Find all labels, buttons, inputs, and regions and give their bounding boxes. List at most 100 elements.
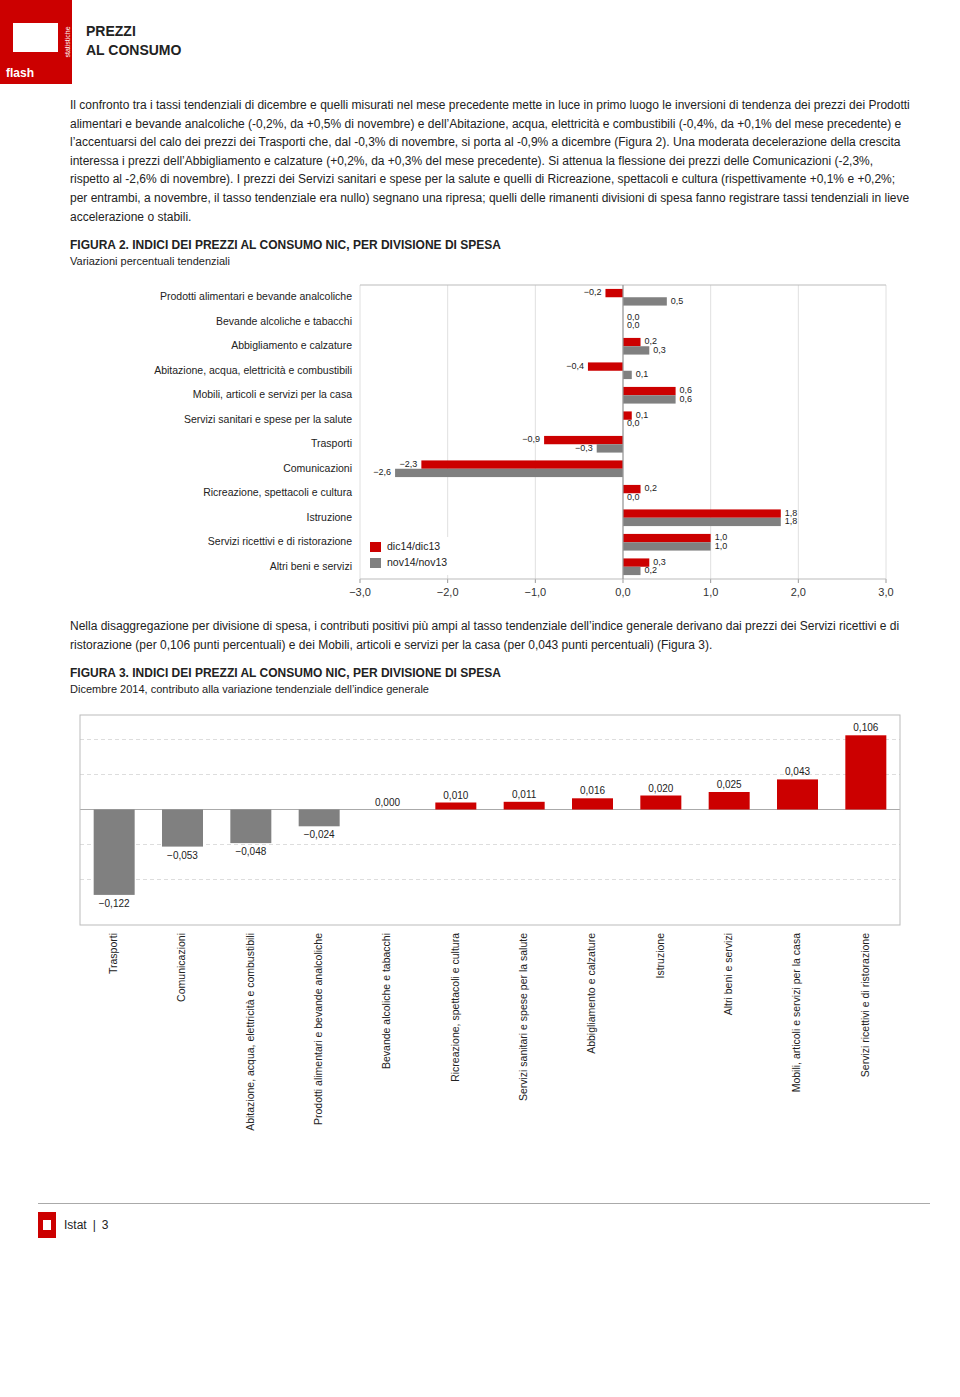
chart: −0,122Trasporti−0,053Comunicazioni−0,048… bbox=[70, 703, 910, 1193]
tick-label: 0,0 bbox=[615, 586, 630, 598]
footer-row: Istat | 3 bbox=[38, 1212, 930, 1238]
grid: −3,0−2,0−1,00,01,02,03,0 bbox=[349, 285, 894, 598]
labels: Prodotti alimentari e bevande analcolich… bbox=[154, 288, 797, 576]
category-label: Bevande alcoliche e tabacchi bbox=[216, 315, 352, 327]
grid-line bbox=[447, 285, 448, 579]
bar bbox=[435, 803, 476, 810]
tick-label: −2,0 bbox=[437, 586, 459, 598]
data-label: −0,9 bbox=[522, 435, 540, 445]
legend-background bbox=[366, 537, 466, 575]
tick-mark bbox=[886, 579, 887, 583]
bar bbox=[162, 810, 203, 847]
bar bbox=[623, 395, 676, 403]
data-label: 1,0 bbox=[715, 541, 728, 551]
category-label: Trasporti bbox=[107, 933, 119, 974]
header-title: PREZZIAL CONSUMO bbox=[86, 0, 181, 60]
bar bbox=[623, 387, 676, 395]
legend: dic14/dic13nov14/nov13 bbox=[366, 537, 466, 575]
data-label: 0,3 bbox=[653, 345, 666, 355]
bar bbox=[230, 810, 271, 844]
legend-label: nov14/nov13 bbox=[387, 556, 447, 568]
bars bbox=[94, 736, 887, 896]
header-title-line: PREZZI bbox=[86, 22, 181, 41]
footer-page: 3 bbox=[102, 1218, 109, 1232]
data-label: 0,011 bbox=[512, 789, 537, 800]
page: flashstatistichePREZZIAL CONSUMOIl confr… bbox=[0, 0, 910, 1238]
tick-mark bbox=[710, 579, 711, 583]
header: flashstatistichePREZZIAL CONSUMO bbox=[0, 0, 910, 84]
tick-mark bbox=[535, 579, 536, 583]
bar bbox=[605, 289, 623, 297]
tick-mark bbox=[360, 579, 361, 583]
chart-title: FIGURA 3. INDICI DEI PREZZI AL CONSUMO N… bbox=[70, 666, 910, 680]
bar bbox=[597, 444, 623, 452]
data-label: −2,6 bbox=[373, 467, 391, 477]
footer-brand: Istat bbox=[64, 1218, 87, 1232]
data-label: 0,0 bbox=[627, 320, 640, 330]
data-label: 0,010 bbox=[443, 790, 468, 801]
logo-subtitle: statistiche bbox=[64, 26, 71, 57]
grid-line bbox=[80, 739, 900, 740]
data-label: 1,8 bbox=[785, 516, 798, 526]
data-label: −0,053 bbox=[167, 850, 198, 861]
category-label: Mobili, articoli e servizi per la casa bbox=[790, 933, 802, 1092]
bars bbox=[395, 289, 781, 575]
data-label: 0,020 bbox=[648, 783, 673, 794]
data-label: −0,024 bbox=[304, 830, 335, 841]
labels: −0,122Trasporti−0,053Comunicazioni−0,048… bbox=[99, 723, 879, 1132]
bar bbox=[623, 518, 781, 526]
bar bbox=[367, 809, 408, 810]
chart-subtitle: Dicembre 2014, contributo alla variazion… bbox=[70, 683, 910, 695]
category-label: Servizi sanitari e spese per la salute bbox=[517, 933, 529, 1101]
bar bbox=[421, 461, 623, 469]
footer-logo bbox=[38, 1212, 56, 1238]
legend-swatch bbox=[370, 558, 381, 568]
data-label: 0,016 bbox=[580, 786, 605, 797]
data-label: 0,5 bbox=[671, 296, 684, 306]
category-label: Servizi ricettivi e di ristorazione bbox=[208, 535, 352, 547]
grid-line bbox=[80, 774, 900, 775]
grid-line bbox=[886, 285, 887, 579]
body-text: Il confronto tra i tassi tendenziali di … bbox=[70, 96, 910, 226]
bar bbox=[640, 796, 681, 810]
tick-label: 1,0 bbox=[703, 586, 718, 598]
header-title-line: AL CONSUMO bbox=[86, 41, 181, 60]
grid-line bbox=[798, 285, 799, 579]
category-label: Istruzione bbox=[306, 511, 352, 523]
data-label: 0,043 bbox=[785, 767, 810, 778]
bar bbox=[623, 542, 711, 550]
footer-separator: | bbox=[93, 1218, 96, 1232]
category-label: Abitazione, acqua, elettricità e combust… bbox=[244, 933, 256, 1131]
bar bbox=[709, 792, 750, 810]
bar bbox=[623, 338, 641, 346]
category-label: Abbigliamento e calzature bbox=[585, 933, 597, 1054]
data-label: 0,6 bbox=[680, 394, 693, 404]
tick-label: 3,0 bbox=[878, 586, 893, 598]
bar bbox=[623, 567, 641, 575]
category-label: Ricreazione, spettacoli e cultura bbox=[203, 486, 352, 498]
grid-line bbox=[623, 285, 624, 579]
legend-swatch bbox=[370, 542, 381, 552]
tick-mark bbox=[447, 579, 448, 583]
bar bbox=[623, 297, 667, 305]
category-label: Abbigliamento e calzature bbox=[231, 339, 352, 351]
tick-label: −3,0 bbox=[349, 586, 371, 598]
logo-window bbox=[13, 23, 58, 52]
bar bbox=[588, 363, 623, 371]
category-label: Mobili, articoli e servizi per la casa bbox=[193, 388, 352, 400]
plot-frame bbox=[80, 715, 900, 925]
data-label: 0,1 bbox=[636, 369, 649, 379]
category-label: Istruzione bbox=[654, 933, 666, 979]
bar bbox=[504, 802, 545, 810]
data-label: −0,048 bbox=[235, 846, 266, 857]
grid-line bbox=[80, 879, 900, 880]
tick-mark bbox=[798, 579, 799, 583]
data-label: 0,000 bbox=[375, 797, 400, 808]
data-label: 0,2 bbox=[645, 565, 658, 575]
tick-label: 2,0 bbox=[791, 586, 806, 598]
data-label: −2,3 bbox=[400, 459, 418, 469]
bar bbox=[395, 469, 623, 477]
bar bbox=[94, 810, 135, 895]
grid-line bbox=[535, 285, 536, 579]
body-text: Nella disaggregazione per divisione di s… bbox=[70, 617, 910, 654]
